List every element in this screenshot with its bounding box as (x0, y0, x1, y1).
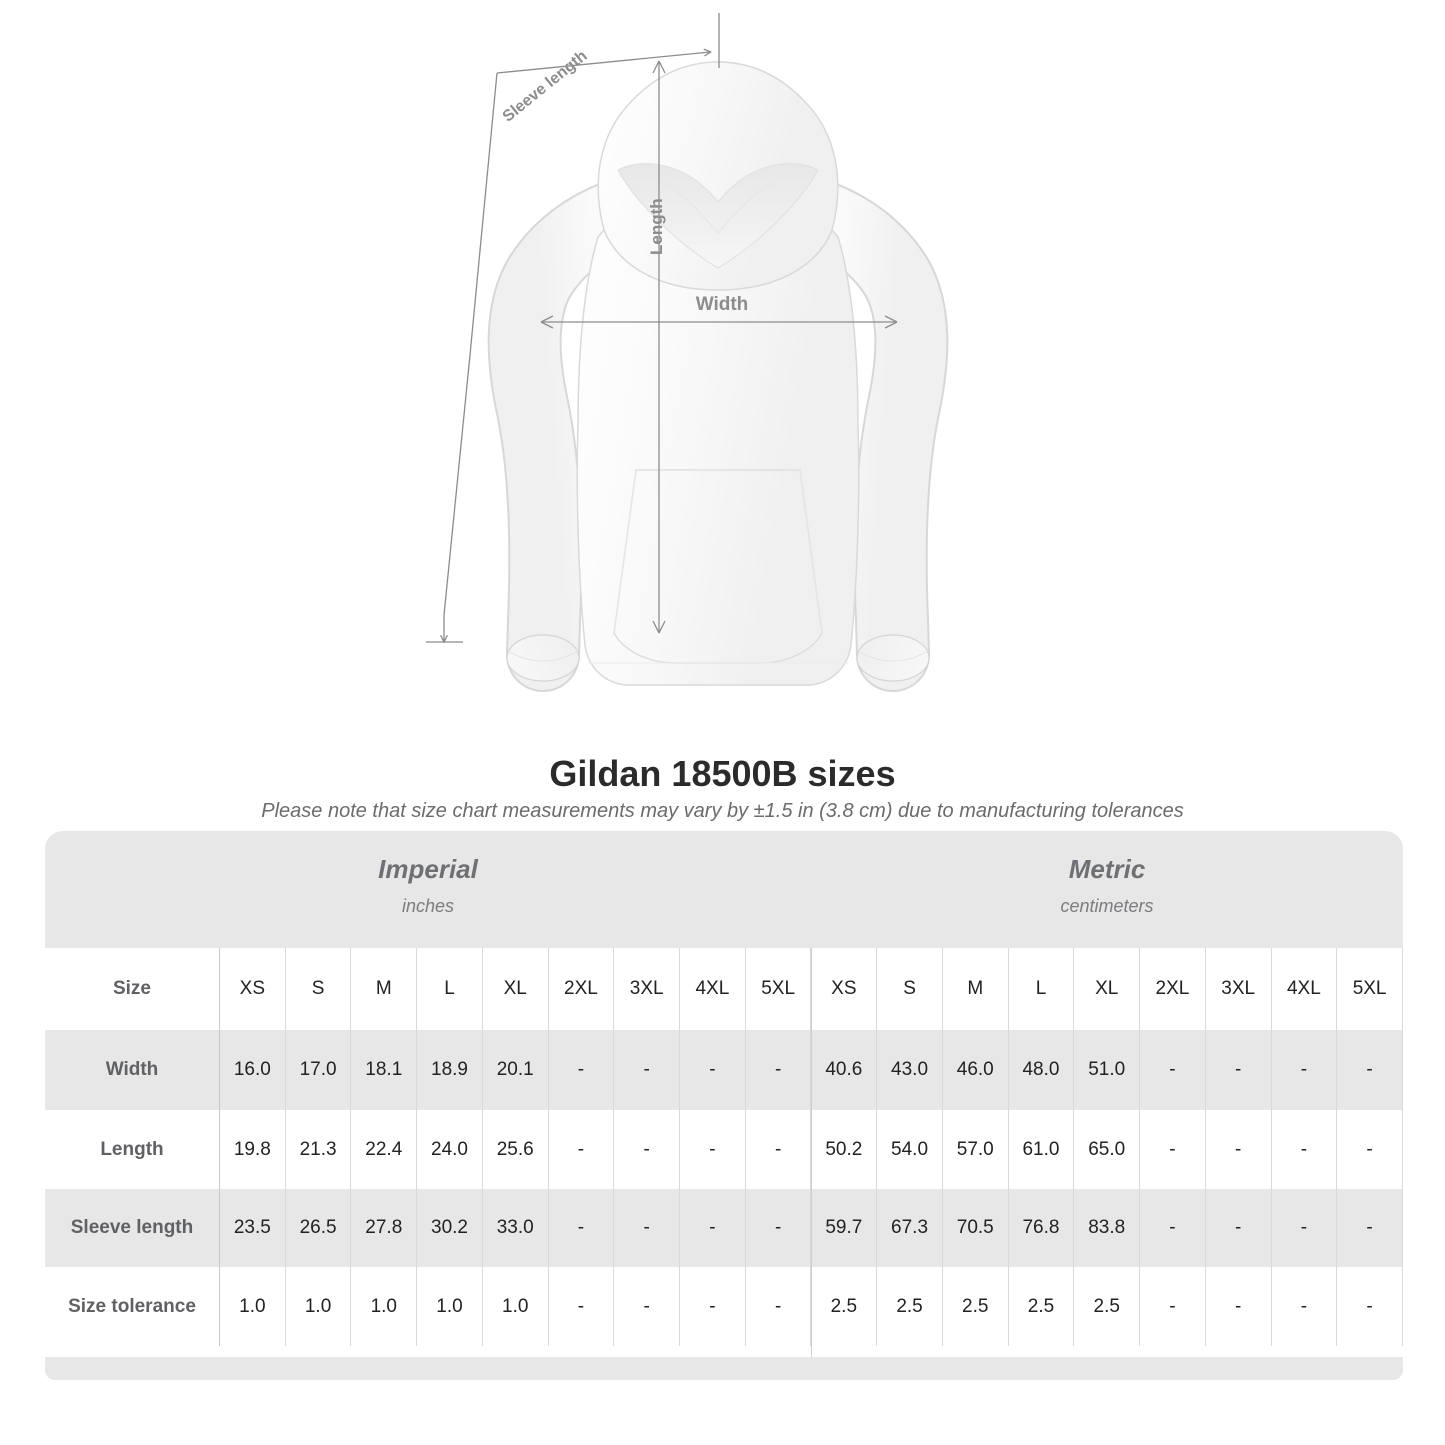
svg-text:Sleeve length: Sleeve length (500, 47, 591, 125)
svg-text:Length: Length (647, 198, 666, 255)
svg-text:Width: Width (696, 294, 749, 315)
